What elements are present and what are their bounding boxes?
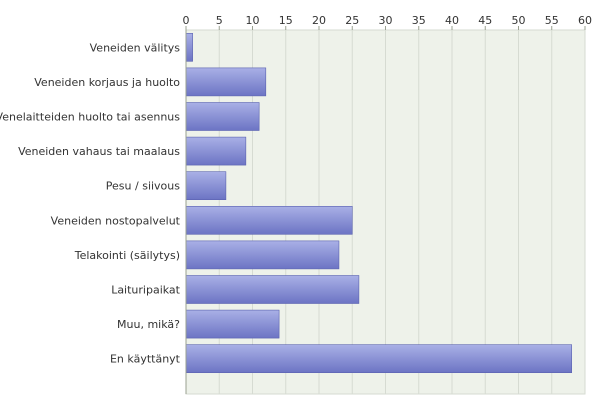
- category-label: Muu, mikä?: [117, 318, 180, 331]
- bar: [185, 171, 227, 200]
- category-label: En käyttänyt: [110, 353, 181, 366]
- category-label: Venelaitteiden huolto tai asennus: [0, 111, 180, 124]
- tick-label: 50: [512, 14, 526, 27]
- tick-label: 30: [379, 14, 393, 27]
- bars: [185, 32, 573, 374]
- tick-label: 15: [279, 14, 293, 27]
- x-axis-ticks: 0 5 10 15 20 25 30 35 40 45 50 55 60: [183, 14, 592, 30]
- tick-label: 45: [478, 14, 492, 27]
- bar: [185, 206, 353, 235]
- category-label: Telakointi (säilytys): [74, 249, 180, 262]
- bar: [185, 309, 280, 339]
- category-label: Laituripaikat: [111, 284, 180, 297]
- tick-label: 55: [545, 14, 559, 27]
- category-labels: Veneiden välitys Veneiden korjaus ja huol…: [0, 41, 181, 365]
- bar: [185, 344, 573, 374]
- tick-label: 25: [345, 14, 359, 27]
- bar: [185, 240, 340, 270]
- category-label: Pesu / siivous: [106, 180, 180, 193]
- tick-label: 20: [312, 14, 326, 27]
- category-label: Veneiden vahaus tai maalaus: [18, 145, 180, 158]
- tick-label: 10: [246, 14, 260, 27]
- category-label: Veneiden välitys: [90, 41, 181, 54]
- tick-label: 0: [183, 14, 190, 27]
- bar: [185, 102, 260, 131]
- tick-label: 5: [216, 14, 223, 27]
- bar: [185, 275, 360, 304]
- tick-label: 40: [445, 14, 459, 27]
- tick-label: 35: [412, 14, 426, 27]
- bar: [185, 136, 247, 166]
- category-label: Veneiden korjaus ja huolto: [34, 76, 180, 89]
- bar: [185, 67, 267, 97]
- category-label: Veneiden nostopalvelut: [51, 214, 181, 227]
- tick-label: 60: [578, 14, 592, 27]
- bar: [185, 32, 193, 62]
